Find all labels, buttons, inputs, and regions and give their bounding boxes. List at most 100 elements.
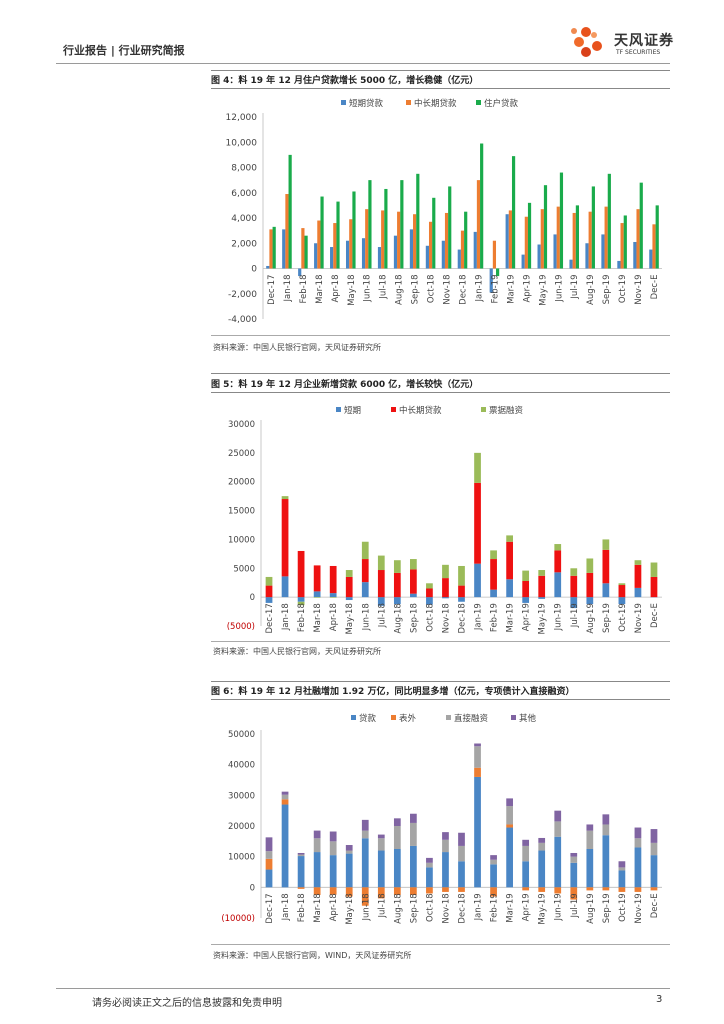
bar — [281, 799, 289, 805]
legend-swatch — [391, 407, 396, 412]
bar — [586, 558, 594, 573]
x-tick-label: Jul-18 — [377, 603, 387, 628]
figure-4-source-rule — [211, 335, 670, 336]
y-tick-label: 30000 — [228, 791, 255, 801]
bar — [336, 201, 340, 269]
x-tick-label: Apr-18 — [329, 893, 339, 921]
bar — [575, 205, 580, 269]
bar — [570, 597, 578, 609]
bar — [474, 563, 481, 598]
bar — [607, 173, 611, 269]
bar — [538, 842, 546, 851]
bar — [506, 806, 513, 825]
bar — [345, 570, 353, 577]
bar — [476, 180, 481, 269]
bar — [556, 206, 560, 269]
bar — [426, 862, 433, 868]
bar — [586, 887, 594, 891]
bar — [634, 587, 642, 598]
bar — [464, 211, 468, 269]
y-tick-label: 20000 — [228, 822, 255, 832]
bar — [474, 767, 481, 777]
x-tick-label: Aug-18 — [395, 275, 405, 305]
bar — [586, 830, 594, 849]
bar — [298, 268, 302, 277]
figure-6-chart: 贷款 表外 直接融资 其他 50000 40000 30000 20000 10000 0 (100… — [221, 713, 662, 925]
legend-swatch — [511, 715, 516, 720]
bar — [304, 235, 308, 269]
bar — [474, 746, 481, 768]
bar — [569, 259, 573, 269]
bar — [633, 241, 637, 269]
bar — [650, 842, 658, 856]
x-tick-label: Feb-19 — [490, 275, 500, 304]
x-tick-label: Jul-19 — [570, 893, 580, 918]
x-tick-label: Nov-19 — [634, 603, 644, 633]
bar — [426, 857, 433, 863]
bar — [426, 588, 433, 598]
figure-5-title-rule — [211, 392, 670, 393]
x-tick-label: Jun-19 — [554, 893, 564, 921]
bar — [329, 565, 337, 594]
x-tick-label: Oct-19 — [618, 893, 628, 922]
x-tick-label: Jun-18 — [361, 603, 371, 631]
bar — [554, 544, 562, 551]
x-tick-label: Jan-18 — [281, 603, 291, 631]
bar — [426, 597, 433, 605]
x-tick-label: Jun-19 — [554, 603, 564, 631]
y-tick-label: 0 — [250, 593, 255, 603]
bar — [522, 845, 530, 862]
y-tick-label: 15000 — [228, 507, 255, 517]
x-tick-label: Nov-18 — [443, 275, 453, 305]
bar — [554, 836, 562, 888]
bar — [393, 235, 398, 269]
bar — [313, 838, 321, 853]
figure-4-source: 资料来源：中国人民银行官网，天风证券研究所 — [213, 343, 381, 352]
x-tick-label: Dec-18 — [458, 893, 468, 923]
bar — [377, 887, 385, 899]
x-tick-label: Sep-19 — [602, 603, 612, 633]
x-tick-label: Jul-18 — [377, 893, 387, 918]
bar — [297, 887, 305, 889]
bar — [377, 570, 385, 598]
bar — [490, 855, 497, 860]
figure-4-top-rule — [211, 70, 670, 71]
bar — [652, 224, 656, 269]
bar — [410, 845, 417, 888]
x-tick-label: Dec-17 — [267, 275, 277, 305]
bar — [313, 887, 321, 895]
bar — [329, 887, 337, 895]
bar — [602, 835, 610, 888]
figure-6-title: 图 6：料 19 年 12 月社融增加 1.92 万亿，同比明显多增（亿元，专项… — [211, 687, 575, 697]
x-tick-label: Apr-19 — [522, 893, 532, 921]
bar — [585, 243, 589, 269]
bar — [297, 856, 305, 888]
bar — [393, 560, 401, 573]
figure-5-source: 资料来源：中国人民银行官网，天风证券研究所 — [213, 647, 381, 656]
bar — [377, 850, 385, 888]
y-tick-label: 20000 — [228, 478, 255, 488]
bar — [634, 887, 642, 892]
legend-label: 短期 — [344, 405, 361, 416]
legend-swatch — [351, 715, 356, 720]
bar — [602, 887, 610, 891]
figure-4-chart: 短期贷款 中长期贷款 住户贷款 12,000 10,000 8,000 6,000 4,000… — [226, 98, 662, 325]
bar — [410, 813, 417, 823]
bar — [586, 597, 594, 605]
bar — [458, 861, 465, 888]
x-tick-label: Jan-18 — [281, 893, 291, 921]
bar — [522, 580, 530, 598]
bar — [522, 570, 530, 581]
x-tick-label: Aug-18 — [393, 893, 403, 923]
x-tick-label: Feb-18 — [297, 603, 307, 632]
bar — [377, 597, 385, 606]
bar — [458, 832, 465, 846]
bar — [490, 559, 497, 590]
bar — [591, 186, 595, 269]
logo-subtext: TF SECURITIES — [616, 49, 661, 56]
x-tick-label: May-18 — [347, 275, 357, 306]
bar — [618, 870, 626, 888]
y-tick-label: 6,000 — [231, 189, 257, 199]
bar — [634, 838, 642, 848]
bar — [474, 482, 481, 564]
